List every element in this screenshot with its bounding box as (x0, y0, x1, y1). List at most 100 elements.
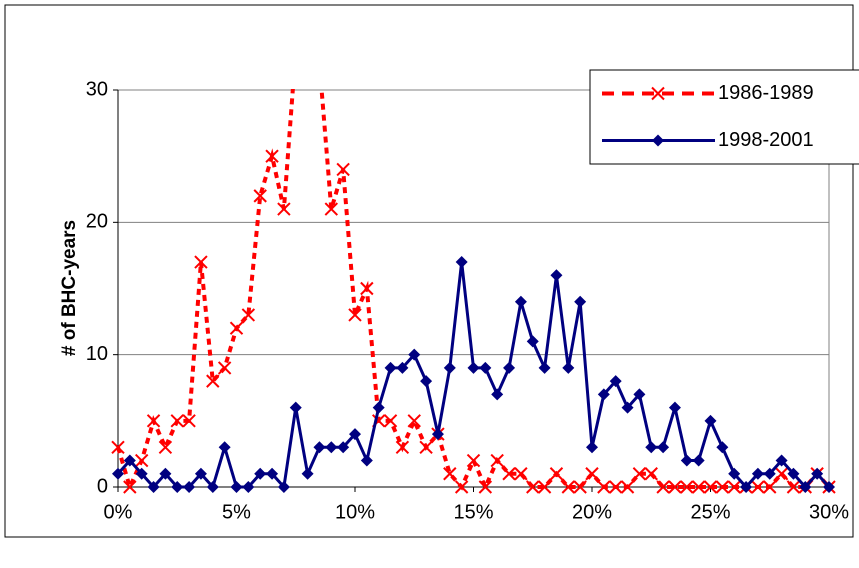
point-marker (703, 480, 718, 494)
point-marker (597, 388, 610, 401)
point-marker (324, 202, 339, 216)
legend-label: 1998-2001 (718, 129, 814, 151)
plot-series (111, 89, 836, 494)
point-marker (325, 441, 338, 454)
legend-label: 1986-1989 (718, 82, 814, 104)
legend-marker (652, 134, 664, 147)
point-marker (383, 414, 398, 428)
point-marker (348, 308, 362, 322)
point-marker (716, 441, 729, 454)
point-marker (526, 480, 540, 494)
point-marker (786, 480, 801, 494)
point-marker (562, 361, 575, 374)
point-marker (740, 481, 753, 493)
point-marker (454, 480, 469, 494)
point-marker (526, 335, 539, 348)
point-marker (620, 480, 635, 494)
point-marker (158, 440, 173, 455)
point-marker (171, 481, 184, 493)
point-marker (159, 467, 172, 480)
point-marker (112, 467, 124, 480)
point-marker (478, 480, 493, 494)
y-tick-label: 20 (86, 211, 108, 233)
point-marker (229, 321, 244, 335)
point-marker (502, 467, 516, 481)
legend-box (589, 69, 859, 165)
point-marker (183, 481, 196, 493)
x-tick-label: 20% (572, 501, 612, 523)
point-marker (799, 481, 812, 493)
point-marker (823, 481, 835, 493)
y-tick-label: 10 (86, 343, 108, 365)
point-marker (360, 281, 374, 296)
point-marker (217, 361, 232, 375)
point-marker (407, 414, 421, 428)
y-tick-label: 30 (86, 78, 108, 100)
x-tick-label: 15% (453, 501, 493, 523)
point-marker (313, 441, 326, 454)
point-marker (538, 361, 551, 374)
point-marker (692, 454, 705, 467)
point-marker (455, 256, 468, 269)
point-marker (561, 480, 576, 494)
point-marker (372, 401, 385, 414)
point-marker (728, 467, 741, 480)
point-marker (787, 467, 800, 480)
point-marker (360, 454, 373, 467)
point-marker (550, 269, 563, 282)
point-marker (408, 348, 421, 361)
point-marker (715, 480, 730, 494)
point-marker (609, 375, 622, 388)
point-marker (266, 467, 279, 480)
point-marker (194, 255, 208, 269)
point-marker (230, 481, 243, 493)
point-marker (134, 453, 149, 468)
point-marker (490, 453, 504, 468)
point-marker (479, 361, 492, 374)
point-marker (419, 440, 433, 455)
point-marker (775, 454, 788, 467)
point-marker (491, 388, 504, 401)
point-marker (111, 440, 125, 455)
point-marker (349, 428, 361, 441)
point-marker (289, 401, 302, 414)
point-marker (751, 467, 764, 480)
legend-marker (651, 86, 665, 101)
point-marker (396, 361, 409, 374)
point-marker (514, 295, 527, 308)
point-marker (537, 480, 552, 494)
x-tick-label: 25% (690, 501, 730, 523)
point-marker (668, 480, 682, 494)
point-marker (668, 401, 681, 414)
x-tick-label: 0% (104, 501, 133, 523)
y-tick-label: 0 (97, 475, 108, 497)
point-marker (337, 441, 350, 454)
point-marker (549, 467, 564, 481)
point-marker (574, 295, 587, 308)
point-marker (751, 480, 765, 494)
point-marker (265, 149, 279, 163)
point-marker (277, 481, 290, 493)
point-marker (466, 453, 481, 468)
point-marker (621, 401, 634, 414)
point-marker (253, 189, 267, 203)
point-marker (632, 467, 647, 481)
point-marker (147, 481, 160, 493)
point-marker (608, 480, 623, 494)
point-marker (514, 467, 528, 481)
point-marker (384, 361, 397, 374)
point-marker (123, 480, 137, 494)
point-marker (170, 414, 184, 428)
point-marker (420, 375, 433, 388)
point-marker (301, 467, 314, 480)
point-marker (680, 454, 693, 467)
point-marker (763, 467, 776, 480)
point-marker (123, 454, 136, 467)
point-marker (597, 480, 611, 494)
point-marker (277, 202, 291, 216)
point-marker (242, 481, 255, 493)
point-marker (503, 361, 516, 374)
point-marker (586, 441, 598, 454)
point-marker (146, 414, 161, 428)
